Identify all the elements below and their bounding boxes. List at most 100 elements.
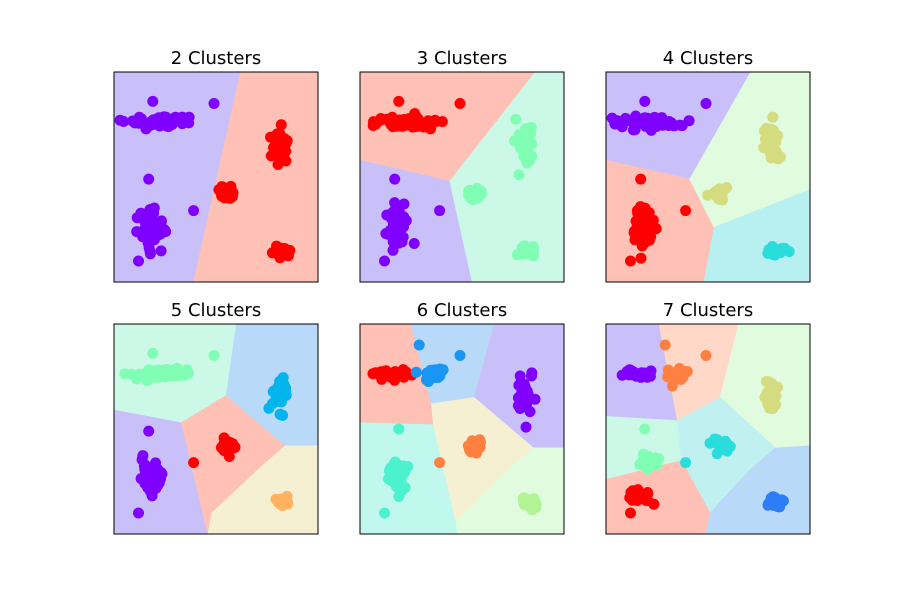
data-point <box>114 114 126 126</box>
data-point <box>398 198 410 210</box>
data-point <box>768 132 780 144</box>
data-point <box>119 368 131 380</box>
data-point <box>410 366 422 378</box>
data-point <box>408 238 420 249</box>
data-point <box>467 188 479 200</box>
data-point <box>518 150 530 162</box>
data-point <box>141 466 153 478</box>
data-point <box>224 192 236 204</box>
decision-region <box>703 189 810 282</box>
decision-region <box>705 445 810 534</box>
data-point <box>387 472 399 484</box>
data-point <box>519 132 531 143</box>
data-point <box>641 206 652 218</box>
data-point <box>208 98 220 109</box>
data-point <box>643 234 655 246</box>
data-point <box>271 146 283 158</box>
data-point <box>434 205 446 217</box>
data-point <box>153 364 165 376</box>
data-point <box>133 507 144 519</box>
data-point <box>153 474 165 485</box>
data-point <box>526 367 538 379</box>
data-point <box>635 173 647 185</box>
data-point <box>146 225 158 237</box>
data-point <box>272 159 284 170</box>
plot-area <box>606 324 810 534</box>
data-point <box>520 421 532 433</box>
data-point <box>517 492 529 504</box>
data-point <box>384 371 396 383</box>
data-point <box>427 368 439 380</box>
data-point <box>390 206 402 218</box>
data-point <box>635 252 647 264</box>
data-point <box>223 451 235 462</box>
decision-region <box>193 72 318 282</box>
plot-area <box>360 72 564 282</box>
data-point <box>213 184 225 196</box>
data-point <box>630 370 642 382</box>
data-point <box>700 350 712 361</box>
data-point <box>143 173 155 185</box>
axes-frame <box>113 71 319 283</box>
data-point <box>673 364 685 376</box>
data-point <box>381 113 393 125</box>
data-point <box>133 255 144 267</box>
data-point <box>147 482 159 494</box>
data-point <box>188 457 200 469</box>
data-point <box>767 111 779 123</box>
data-point <box>434 457 446 469</box>
data-point <box>141 375 153 387</box>
data-point <box>606 112 618 124</box>
data-point <box>474 434 486 446</box>
panel-5: 6 Clusters <box>359 300 565 535</box>
data-point <box>393 491 405 502</box>
data-point <box>136 113 147 125</box>
data-point <box>767 403 779 414</box>
axes-frame <box>359 323 565 535</box>
data-point <box>143 425 155 437</box>
data-point <box>465 446 477 458</box>
data-point <box>715 190 727 202</box>
data-point <box>764 147 776 159</box>
axes-frame <box>605 71 811 283</box>
data-point <box>376 371 388 383</box>
data-point <box>393 95 405 107</box>
data-point <box>141 208 153 220</box>
data-point <box>638 460 650 471</box>
data-point <box>714 443 726 455</box>
plot-area <box>114 324 318 534</box>
panel-1: 2 Clusters <box>113 48 319 283</box>
data-point <box>281 496 293 508</box>
data-point <box>263 402 275 414</box>
data-point <box>625 255 636 267</box>
panel-title: 2 Clusters <box>171 48 261 69</box>
data-point <box>525 121 537 133</box>
data-point <box>381 209 393 221</box>
data-point <box>275 119 287 131</box>
data-point <box>665 117 677 129</box>
data-point <box>389 173 401 185</box>
data-point <box>513 169 525 181</box>
data-point <box>624 115 636 127</box>
data-point <box>171 362 183 374</box>
data-point <box>392 459 404 471</box>
data-point <box>647 115 659 127</box>
axes-frame <box>359 71 565 283</box>
data-point <box>777 495 789 507</box>
data-point <box>639 95 651 107</box>
data-point <box>147 95 159 107</box>
data-point <box>700 98 712 109</box>
data-point <box>188 205 200 217</box>
data-point <box>765 492 777 504</box>
data-point <box>389 197 401 209</box>
data-point <box>772 153 784 165</box>
data-point <box>666 370 678 382</box>
data-point <box>277 139 289 151</box>
data-point <box>509 135 520 147</box>
data-point <box>766 387 778 399</box>
data-point <box>150 457 161 469</box>
panel-title: 4 Clusters <box>663 48 753 69</box>
data-point <box>155 245 167 257</box>
data-point <box>368 116 379 128</box>
